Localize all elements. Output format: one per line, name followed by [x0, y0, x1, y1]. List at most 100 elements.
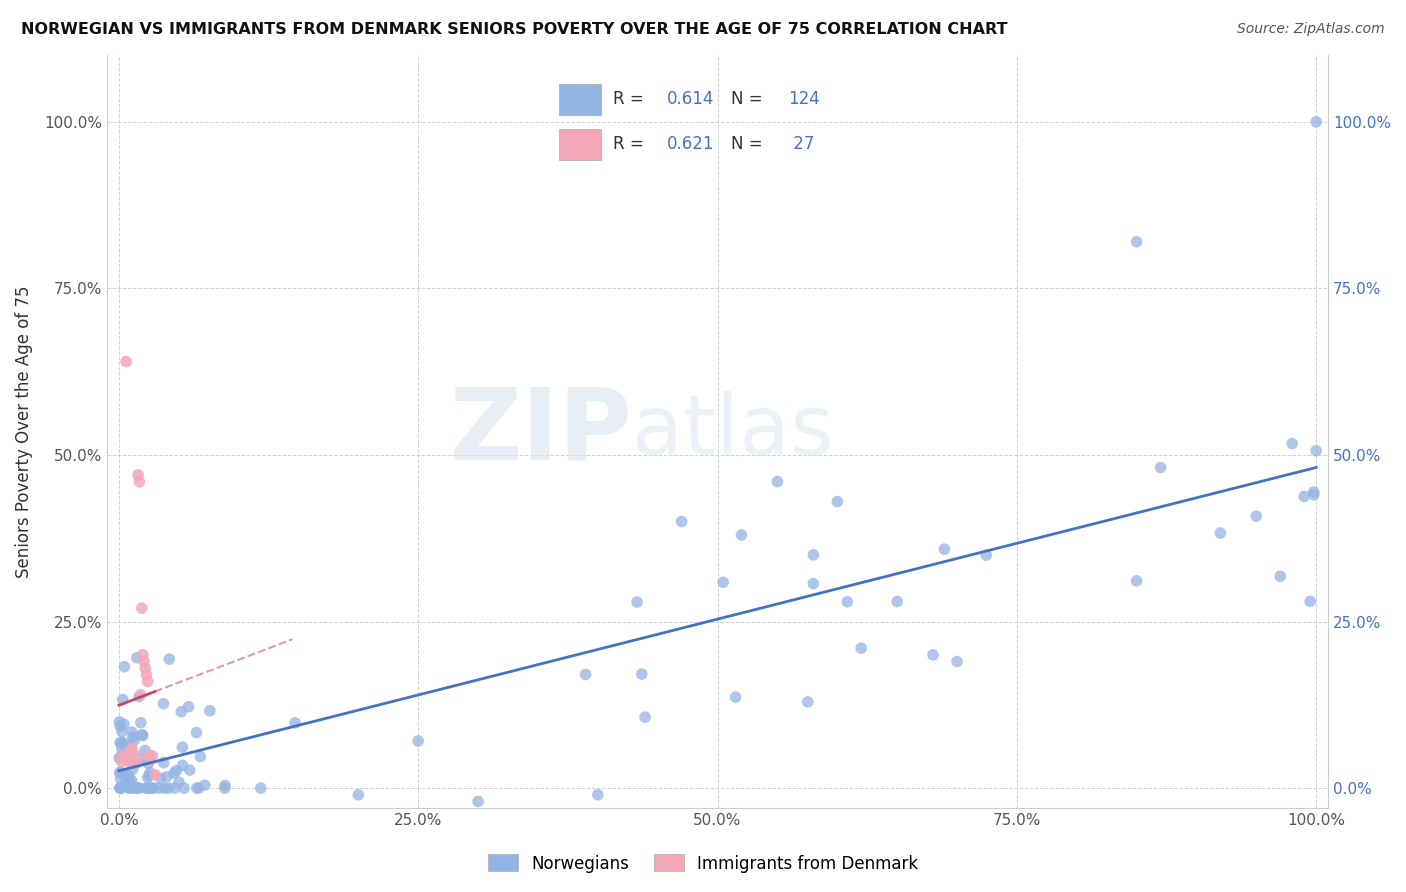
Point — [153, 781, 176, 796]
Point — [132, 729, 155, 743]
Point — [177, 699, 200, 714]
Point — [128, 475, 150, 489]
Point — [112, 737, 135, 751]
Point — [1302, 485, 1324, 500]
Point — [156, 770, 179, 784]
Point — [827, 494, 849, 508]
Point — [139, 753, 162, 767]
Point — [194, 778, 217, 792]
Point — [136, 771, 159, 785]
Point — [125, 754, 148, 768]
Point — [118, 739, 141, 753]
Point — [152, 756, 174, 770]
Point — [188, 749, 211, 764]
Point — [132, 648, 155, 662]
Point — [121, 730, 143, 744]
Point — [108, 781, 131, 796]
Point — [110, 736, 132, 750]
Point — [172, 740, 194, 755]
Point — [122, 733, 145, 747]
Point — [1305, 443, 1327, 458]
Point — [179, 763, 201, 777]
Point — [214, 781, 236, 796]
Point — [974, 548, 997, 562]
Point — [110, 781, 132, 796]
Point — [118, 771, 141, 785]
Point — [1149, 460, 1171, 475]
Point — [110, 764, 132, 779]
Point — [131, 752, 153, 766]
Point — [730, 528, 752, 542]
Point — [110, 719, 132, 733]
Point — [139, 781, 162, 796]
Point — [1209, 526, 1232, 541]
Point — [163, 766, 186, 780]
Point — [626, 595, 648, 609]
Point — [157, 781, 180, 796]
Point — [173, 781, 195, 796]
Point — [163, 781, 186, 796]
Point — [124, 747, 146, 762]
Point — [801, 548, 824, 562]
Point — [574, 667, 596, 681]
Point — [118, 781, 141, 796]
Text: atlas: atlas — [633, 391, 834, 472]
Point — [111, 692, 134, 706]
Point — [134, 661, 156, 675]
Point — [114, 771, 136, 785]
Point — [129, 688, 152, 702]
Point — [125, 755, 148, 769]
Point — [1125, 235, 1147, 249]
Point — [630, 667, 652, 681]
Point — [121, 773, 143, 788]
Point — [801, 576, 824, 591]
Point — [149, 771, 172, 785]
Point — [108, 714, 131, 729]
Point — [837, 595, 859, 609]
Point — [634, 710, 657, 724]
Point — [766, 475, 789, 489]
Text: ZIP: ZIP — [449, 383, 633, 480]
Point — [110, 755, 132, 769]
Point — [110, 736, 132, 750]
Point — [136, 781, 159, 796]
Point — [1246, 509, 1268, 524]
Point — [112, 659, 135, 673]
Point — [131, 601, 153, 615]
Point — [1270, 569, 1292, 583]
Point — [1305, 115, 1327, 129]
Point — [111, 724, 134, 739]
Point — [125, 781, 148, 796]
Point — [122, 780, 145, 794]
Point — [134, 743, 156, 757]
Point — [157, 652, 180, 666]
Point — [118, 744, 141, 758]
Point — [110, 781, 132, 796]
Point — [249, 781, 271, 796]
Point — [1299, 594, 1322, 608]
Point — [186, 781, 208, 796]
Point — [135, 668, 157, 682]
Point — [125, 756, 148, 770]
Point — [111, 749, 134, 764]
Point — [114, 779, 136, 793]
Point — [117, 755, 139, 769]
Point — [724, 690, 747, 705]
Point — [186, 725, 208, 739]
Point — [467, 794, 489, 808]
Point — [110, 749, 132, 764]
Point — [167, 775, 190, 789]
Point — [586, 788, 609, 802]
Point — [198, 704, 221, 718]
Point — [110, 772, 132, 786]
Point — [946, 655, 969, 669]
Point — [108, 751, 131, 765]
Point — [172, 758, 194, 772]
Point — [111, 735, 134, 749]
Point — [142, 781, 165, 796]
Point — [851, 641, 873, 656]
Point — [934, 542, 956, 557]
Point — [128, 781, 150, 796]
Point — [122, 753, 145, 767]
Y-axis label: Seniors Poverty Over the Age of 75: Seniors Poverty Over the Age of 75 — [15, 285, 32, 578]
